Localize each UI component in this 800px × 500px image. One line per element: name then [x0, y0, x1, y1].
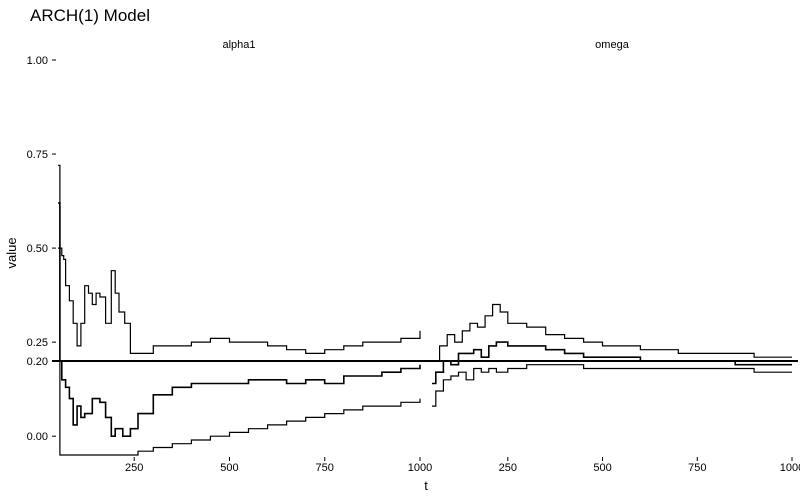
y-tick-label: 0.20: [27, 356, 48, 368]
series-line-lower: [58, 247, 421, 456]
facets-container: 0.00 0.20 0.25 0.50 0.75 1.00 alpha1 250 500 750 1…: [27, 39, 800, 474]
x-axis-title: t: [424, 478, 428, 493]
series-line-upper: [432, 303, 792, 362]
x-tick-label: 1000: [408, 462, 432, 474]
y-tick-label: 0.75: [27, 149, 48, 161]
y-tick-label: 0.50: [27, 243, 48, 255]
x-tick-label: 500: [593, 462, 611, 474]
y-tick-label: 0.25: [27, 337, 48, 349]
x-tick-label: 1000: [780, 462, 800, 474]
series-line-lower: [432, 364, 792, 407]
chart-title: ARCH(1) Model: [30, 6, 150, 25]
facet-strip-label: alpha1: [222, 39, 255, 51]
facet-panel-omega: omega 250 500 750 1000: [426, 39, 800, 474]
y-tick-label: 1.00: [27, 55, 48, 67]
x-tick-label: 250: [125, 462, 143, 474]
x-tick-label: 500: [220, 462, 238, 474]
facet-strip-label: omega: [595, 39, 630, 51]
facet-panel-alpha1: alpha1 250 500 750 1000: [52, 39, 432, 474]
series-line-estimate: [58, 202, 421, 437]
y-axis-title: value: [4, 237, 19, 268]
series-line-upper: [58, 164, 421, 354]
x-tick-label: 250: [499, 462, 517, 474]
x-tick-label: 750: [316, 462, 334, 474]
x-tick-label: 750: [688, 462, 706, 474]
series-line-estimate: [432, 341, 792, 385]
y-tick-label: 0.00: [27, 431, 48, 443]
